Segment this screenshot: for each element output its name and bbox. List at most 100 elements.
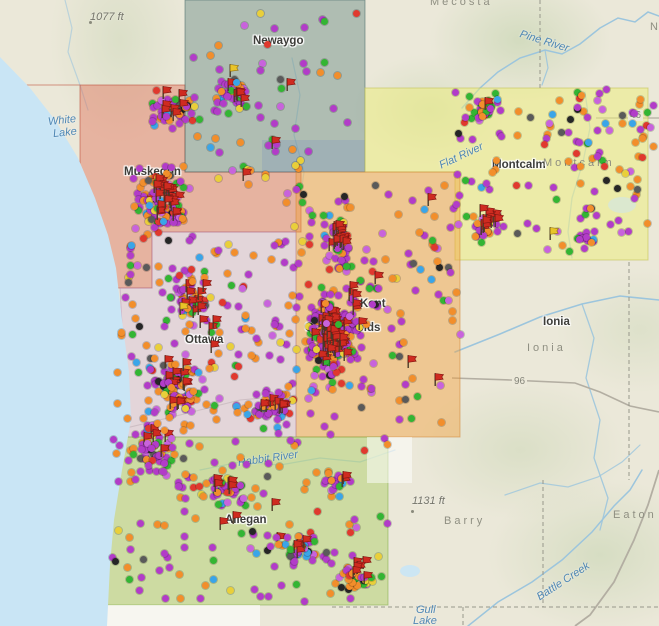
map-point[interactable]	[181, 116, 189, 123]
map-point[interactable]	[333, 72, 341, 80]
map-point[interactable]	[449, 316, 457, 324]
flag-marker[interactable]	[547, 226, 560, 241]
map-point[interactable]	[302, 337, 310, 345]
map-point[interactable]	[180, 543, 188, 551]
map-point[interactable]	[164, 220, 172, 228]
flag-marker[interactable]	[180, 357, 193, 372]
map-point[interactable]	[182, 405, 190, 413]
map-point[interactable]	[144, 439, 152, 447]
flag-marker[interactable]	[160, 85, 173, 100]
map-point[interactable]	[332, 481, 340, 489]
map-point[interactable]	[487, 105, 495, 113]
map-point[interactable]	[320, 362, 328, 370]
map-point[interactable]	[201, 273, 209, 281]
map-point[interactable]	[160, 390, 168, 398]
map-point[interactable]	[171, 392, 179, 400]
map-point[interactable]	[393, 274, 401, 282]
map-point[interactable]	[189, 474, 197, 482]
map-point[interactable]	[147, 445, 155, 453]
map-point[interactable]	[151, 408, 159, 416]
map-point[interactable]	[593, 97, 601, 105]
map-point[interactable]	[271, 241, 279, 249]
map-point[interactable]	[162, 472, 170, 480]
map-point[interactable]	[166, 116, 174, 124]
map-point[interactable]	[193, 133, 201, 141]
map-point[interactable]	[429, 236, 437, 244]
map-point[interactable]	[180, 285, 188, 293]
map-point[interactable]	[346, 381, 354, 389]
map-point[interactable]	[286, 436, 294, 444]
map-point[interactable]	[332, 580, 340, 588]
map-point[interactable]	[126, 533, 134, 541]
map-point[interactable]	[395, 415, 403, 423]
map-point[interactable]	[124, 278, 132, 286]
flag-marker[interactable]	[174, 396, 187, 411]
map-point[interactable]	[131, 475, 139, 483]
map-point[interactable]	[357, 344, 365, 352]
map-point[interactable]	[327, 477, 335, 485]
map-point[interactable]	[148, 118, 156, 126]
map-point[interactable]	[137, 468, 145, 476]
map-point[interactable]	[177, 207, 185, 215]
map-point[interactable]	[159, 361, 167, 369]
map-point[interactable]	[361, 257, 369, 265]
map-point[interactable]	[350, 516, 358, 524]
map-point[interactable]	[384, 520, 392, 528]
map-point[interactable]	[323, 257, 331, 265]
map-point[interactable]	[219, 467, 227, 475]
map-point[interactable]	[489, 169, 497, 177]
map-point[interactable]	[144, 176, 152, 184]
map-point[interactable]	[130, 450, 138, 458]
map-point[interactable]	[647, 124, 655, 132]
map-point[interactable]	[257, 592, 265, 600]
map-point[interactable]	[357, 382, 365, 390]
map-point[interactable]	[428, 240, 436, 248]
map-point[interactable]	[556, 96, 564, 104]
map-point[interactable]	[325, 211, 333, 219]
map-point[interactable]	[344, 576, 352, 584]
map-point[interactable]	[310, 534, 318, 542]
flag-marker[interactable]	[197, 314, 210, 329]
map-point[interactable]	[595, 89, 603, 97]
map-point[interactable]	[190, 322, 198, 330]
map-point[interactable]	[335, 264, 343, 272]
map-point[interactable]	[139, 234, 147, 242]
map-point[interactable]	[266, 543, 274, 551]
map-point[interactable]	[274, 389, 282, 397]
map-point[interactable]	[540, 141, 548, 149]
flag-marker[interactable]	[162, 354, 175, 369]
map-point[interactable]	[291, 557, 299, 565]
map-point[interactable]	[291, 315, 299, 323]
map-point[interactable]	[196, 115, 204, 123]
region-east-white-patch[interactable]	[367, 437, 412, 483]
map-point[interactable]	[224, 269, 232, 277]
map-point[interactable]	[389, 275, 397, 283]
map-point[interactable]	[347, 263, 355, 271]
map-point[interactable]	[346, 355, 354, 363]
map-point[interactable]	[235, 362, 243, 370]
map-point[interactable]	[557, 128, 565, 136]
map-point[interactable]	[335, 321, 343, 329]
map-point[interactable]	[306, 241, 314, 249]
map-point[interactable]	[160, 203, 168, 211]
map-point[interactable]	[132, 359, 140, 367]
map-point[interactable]	[184, 269, 192, 277]
map-point[interactable]	[218, 77, 226, 85]
map-point[interactable]	[234, 351, 242, 359]
map-point[interactable]	[319, 373, 327, 381]
map-point[interactable]	[335, 492, 343, 500]
map-point[interactable]	[187, 422, 195, 430]
map-point[interactable]	[372, 182, 379, 190]
map-point[interactable]	[346, 594, 354, 602]
map-point[interactable]	[566, 115, 574, 123]
map-point[interactable]	[232, 438, 240, 446]
map-point[interactable]	[154, 101, 162, 109]
map-point[interactable]	[337, 256, 345, 264]
map-point[interactable]	[304, 281, 312, 289]
flag-marker[interactable]	[300, 534, 313, 549]
flag-marker[interactable]	[361, 570, 374, 585]
map-point[interactable]	[352, 9, 360, 17]
map-point[interactable]	[589, 154, 597, 162]
map-point[interactable]	[198, 375, 206, 383]
map-point[interactable]	[140, 415, 148, 423]
